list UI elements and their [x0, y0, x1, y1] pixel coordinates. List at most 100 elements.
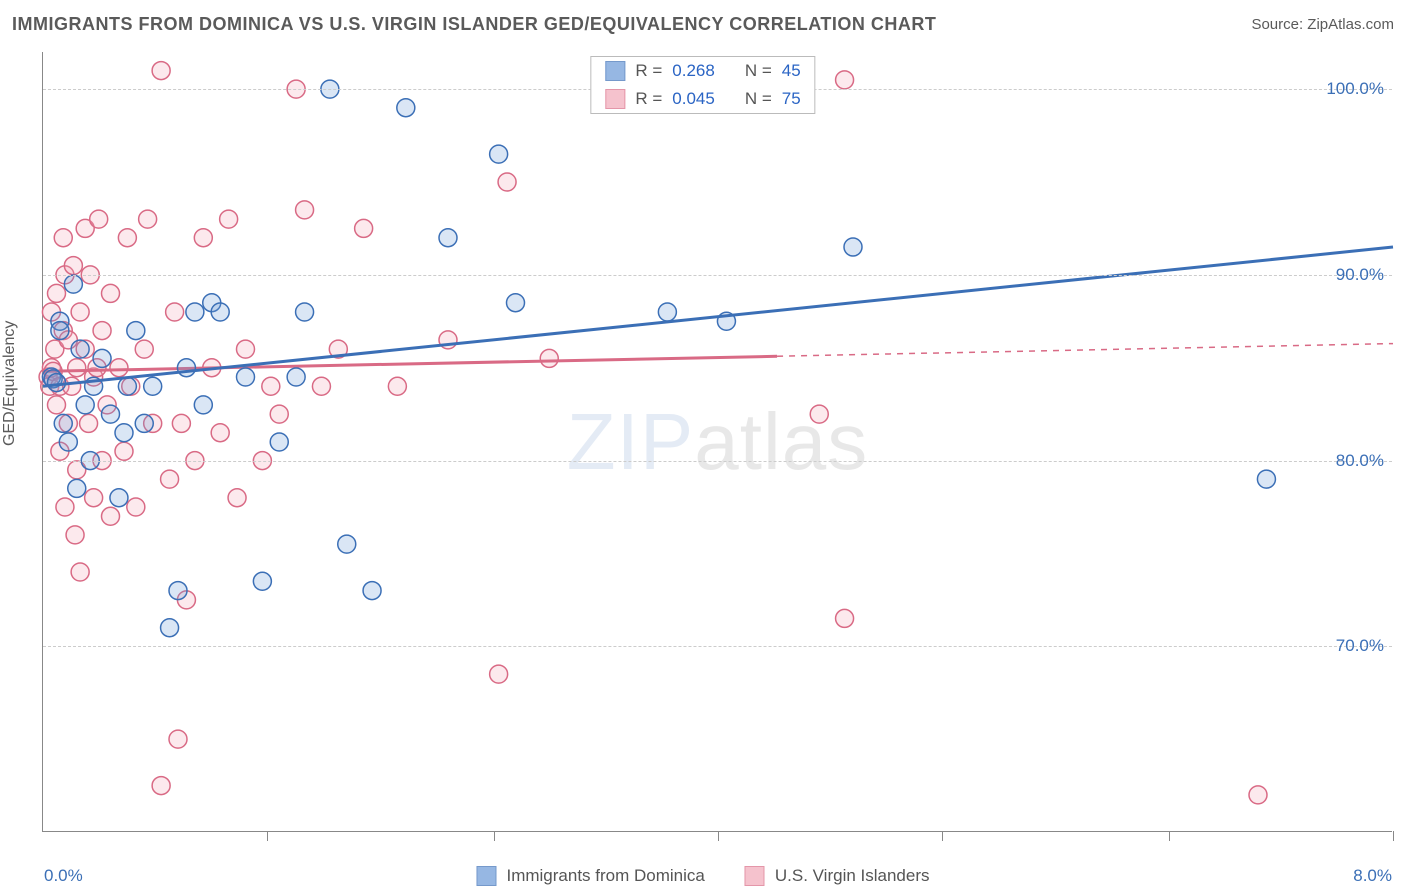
swatch-usvi-icon — [745, 866, 765, 886]
data-point — [507, 294, 525, 312]
data-point — [836, 609, 854, 627]
data-point — [56, 498, 74, 516]
y-tick-label: 80.0% — [1336, 451, 1384, 471]
swatch-dominica-icon — [605, 61, 625, 81]
data-point — [110, 359, 128, 377]
data-point — [1257, 470, 1275, 488]
x-tick — [1169, 831, 1170, 841]
chart-title: IMMIGRANTS FROM DOMINICA VS U.S. VIRGIN … — [12, 14, 936, 35]
data-point — [161, 470, 179, 488]
data-point — [102, 405, 120, 423]
data-point — [270, 405, 288, 423]
chart-svg — [43, 52, 1392, 831]
n-label: N = — [745, 89, 772, 109]
legend-item-usvi: U.S. Virgin Islanders — [745, 866, 930, 886]
x-tick — [1393, 831, 1394, 841]
n-label: N = — [745, 61, 772, 81]
data-point — [144, 377, 162, 395]
data-point — [287, 368, 305, 386]
data-point — [48, 284, 66, 302]
gridline — [43, 461, 1392, 462]
data-point — [312, 377, 330, 395]
y-axis-label: GED/Equivalency — [1, 321, 19, 446]
data-point — [64, 257, 82, 275]
data-point — [127, 498, 145, 516]
trend-line-extrapolated — [777, 344, 1393, 357]
r-value-usvi: 0.045 — [672, 89, 715, 109]
data-point — [118, 377, 136, 395]
data-point — [71, 563, 89, 581]
data-point — [80, 414, 98, 432]
data-point — [228, 489, 246, 507]
data-point — [71, 340, 89, 358]
data-point — [169, 582, 187, 600]
source-label: Source: ZipAtlas.com — [1251, 16, 1394, 33]
chart-container: IMMIGRANTS FROM DOMINICA VS U.S. VIRGIN … — [0, 0, 1406, 892]
data-point — [102, 284, 120, 302]
data-point — [211, 424, 229, 442]
data-point — [388, 377, 406, 395]
data-point — [152, 62, 170, 80]
x-tick-min: 0.0% — [44, 866, 83, 886]
data-point — [338, 535, 356, 553]
data-point — [152, 777, 170, 795]
data-point — [540, 349, 558, 367]
data-point — [68, 359, 86, 377]
data-point — [220, 210, 238, 228]
x-tick — [267, 831, 268, 841]
r-label: R = — [635, 61, 662, 81]
x-tick-max: 8.0% — [1353, 866, 1392, 886]
data-point — [93, 322, 111, 340]
data-point — [194, 396, 212, 414]
legend-series: Immigrants from Dominica U.S. Virgin Isl… — [476, 866, 929, 886]
y-tick-label: 100.0% — [1326, 79, 1384, 99]
legend-stats: R = 0.268 N = 45 R = 0.045 N = 75 — [590, 56, 815, 114]
data-point — [68, 479, 86, 497]
data-point — [118, 229, 136, 247]
data-point — [166, 303, 184, 321]
data-point — [48, 396, 66, 414]
data-point — [253, 572, 271, 590]
data-point — [296, 303, 314, 321]
gridline — [43, 646, 1392, 647]
data-point — [110, 489, 128, 507]
data-point — [490, 145, 508, 163]
y-tick-label: 90.0% — [1336, 265, 1384, 285]
data-point — [194, 229, 212, 247]
gridline — [43, 275, 1392, 276]
legend-stats-row-usvi: R = 0.045 N = 75 — [591, 85, 814, 113]
data-point — [115, 442, 133, 460]
plot-area: ZIPatlas 70.0%80.0%90.0%100.0% — [42, 52, 1392, 832]
data-point — [76, 396, 94, 414]
data-point — [90, 210, 108, 228]
r-label: R = — [635, 89, 662, 109]
data-point — [93, 349, 111, 367]
data-point — [1249, 786, 1267, 804]
data-point — [397, 99, 415, 117]
data-point — [237, 340, 255, 358]
data-point — [139, 210, 157, 228]
header: IMMIGRANTS FROM DOMINICA VS U.S. VIRGIN … — [12, 14, 1394, 35]
data-point — [169, 730, 187, 748]
data-point — [54, 229, 72, 247]
data-point — [439, 229, 457, 247]
data-point — [844, 238, 862, 256]
legend-label-usvi: U.S. Virgin Islanders — [775, 866, 930, 886]
data-point — [490, 665, 508, 683]
data-point — [48, 374, 66, 392]
trend-line — [43, 356, 777, 371]
swatch-dominica-icon — [476, 866, 496, 886]
trend-line — [43, 247, 1393, 386]
data-point — [237, 368, 255, 386]
data-point — [836, 71, 854, 89]
data-point — [54, 414, 72, 432]
legend-label-dominica: Immigrants from Dominica — [506, 866, 704, 886]
data-point — [64, 275, 82, 293]
data-point — [71, 303, 89, 321]
data-point — [810, 405, 828, 423]
data-point — [115, 424, 133, 442]
data-point — [172, 414, 190, 432]
data-point — [135, 340, 153, 358]
swatch-usvi-icon — [605, 89, 625, 109]
n-value-dominica: 45 — [782, 61, 801, 81]
